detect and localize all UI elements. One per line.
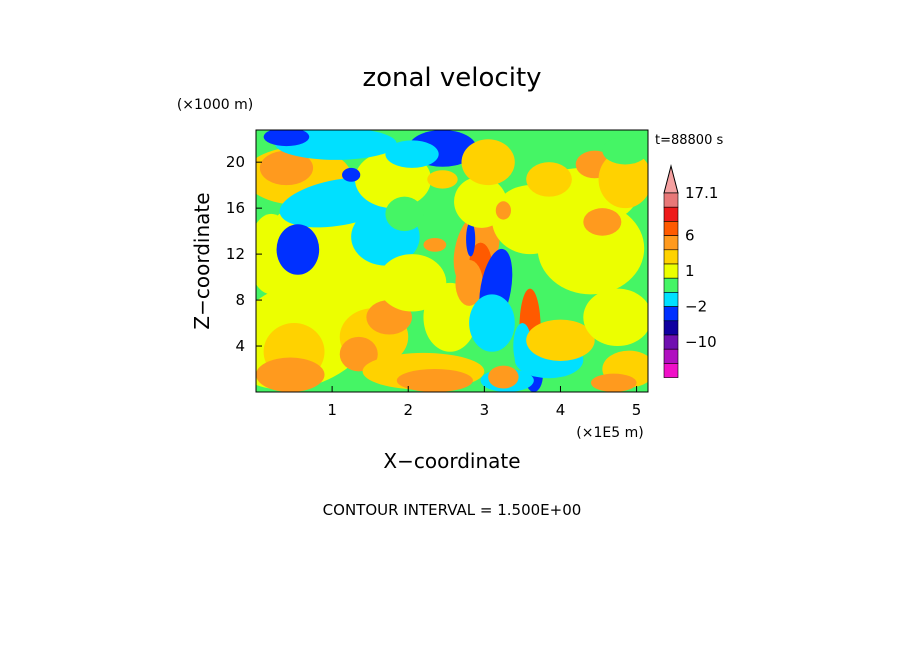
field-contour-region — [339, 336, 378, 372]
field-contour-region — [396, 369, 473, 392]
colorbar-label: 17.1 — [685, 184, 718, 202]
colorbar-top-triangle — [663, 164, 679, 194]
colorbar-swatch — [663, 206, 679, 222]
colorbar-label: −10 — [685, 333, 717, 351]
field-contour-region — [423, 238, 447, 252]
y-tick-label: 20 — [226, 153, 245, 171]
field-contour-region — [256, 357, 325, 392]
colorbar: 17.1 6 1 −2 −10 — [663, 164, 718, 378]
field-contour-region — [455, 259, 483, 306]
field-contour-region — [342, 167, 361, 182]
y-tick-label: 4 — [235, 337, 245, 355]
x-tick-label: 2 — [403, 401, 413, 419]
field-contour-region — [495, 201, 511, 220]
time-label: t=88800 s — [655, 133, 723, 148]
x-axis-ticks: 1 2 3 4 5 — [327, 386, 641, 419]
colorbar-swatch — [663, 277, 679, 293]
y-tick-label: 12 — [226, 245, 245, 263]
colorbar-swatch — [663, 292, 679, 307]
colorbar-swatch — [663, 363, 679, 378]
colorbar-swatch — [663, 235, 679, 251]
field-contour-region — [583, 288, 648, 347]
chart-title: zonal velocity — [362, 63, 541, 93]
field-contour-region — [259, 150, 314, 186]
field-contour-region — [598, 150, 648, 209]
colorbar-swatch — [663, 348, 679, 364]
field-contour-region — [461, 139, 515, 186]
field-contour-region — [526, 319, 595, 361]
colorbar-label: 6 — [685, 227, 695, 245]
colorbar-swatch — [663, 192, 679, 208]
contour-interval-label: CONTOUR INTERVAL = 1.500E+00 — [323, 501, 582, 519]
colorbar-label: 1 — [685, 262, 695, 280]
field-contour-region — [488, 365, 519, 389]
x-tick-label: 5 — [632, 401, 642, 419]
field-contour-region — [590, 373, 637, 392]
colorbar-swatch — [663, 306, 679, 322]
field-contour-region — [263, 130, 310, 147]
x-axis-label: X−coordinate — [383, 449, 520, 473]
field-contour-region — [385, 140, 439, 168]
y-unit-label: (×1000 m) — [177, 97, 253, 113]
field-contour-region — [526, 162, 572, 197]
field-contour-region — [491, 185, 569, 255]
y-axis-label: Z−coordinate — [190, 192, 214, 329]
plot-frame — [255, 129, 649, 393]
field-contour-region — [427, 170, 458, 189]
colorbar-swatch — [663, 249, 679, 265]
colorbar-swatch — [663, 221, 679, 236]
x-tick-label: 3 — [480, 401, 490, 419]
colorbar-label: −2 — [685, 298, 707, 316]
x-tick-label: 1 — [327, 401, 337, 419]
y-axis-ticks: 4 8 12 16 20 — [226, 153, 262, 355]
field-contour-region — [466, 221, 476, 257]
field-contour-region — [276, 224, 320, 275]
field-contour-region — [583, 208, 622, 236]
y-tick-label: 8 — [235, 291, 245, 309]
x-tick-label: 4 — [556, 401, 566, 419]
colorbar-swatch — [663, 334, 679, 350]
x-unit-label: (×1E5 m) — [576, 425, 643, 441]
colorbar-swatch — [663, 263, 679, 279]
y-tick-label: 16 — [226, 199, 245, 217]
field-contour-region — [469, 294, 515, 352]
field-contour-region — [377, 254, 447, 312]
field-contour-region — [602, 136, 648, 165]
field-contour-region — [385, 196, 424, 232]
colorbar-swatch — [663, 320, 679, 336]
heatmap-plot-area — [255, 129, 649, 393]
